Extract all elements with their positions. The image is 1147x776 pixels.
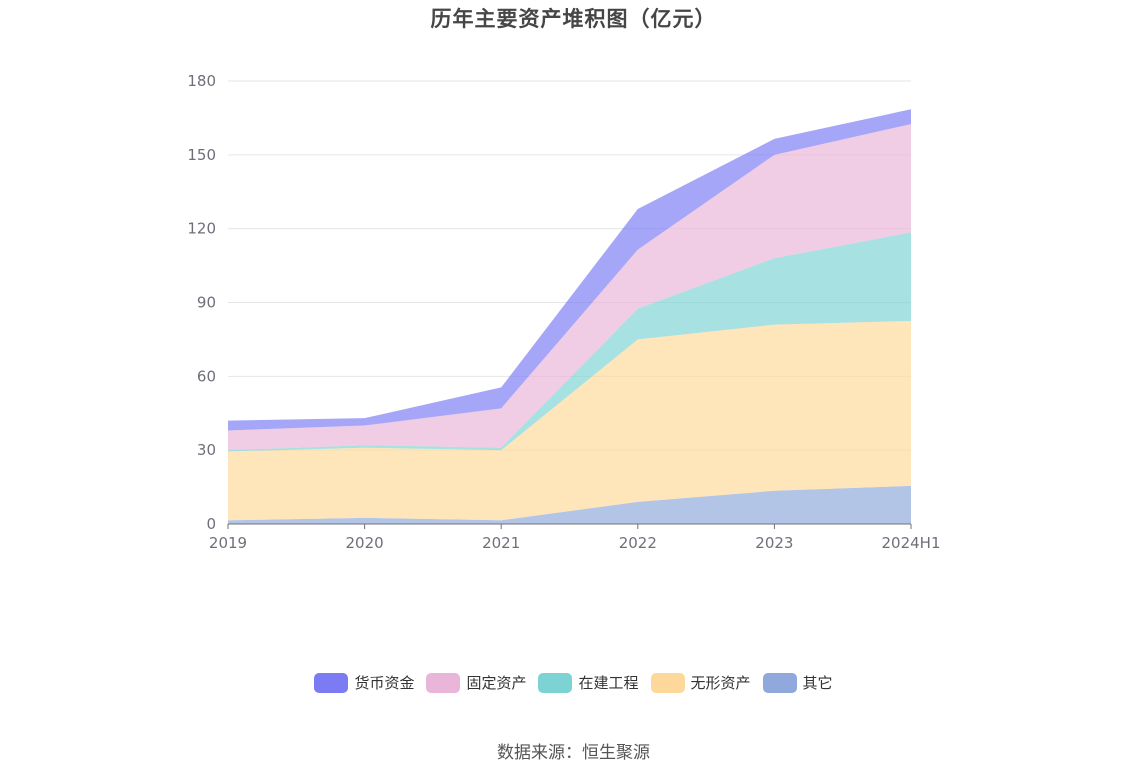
legend-item-3[interactable]: 固定资产 — [426, 672, 526, 693]
y-tick-label: 120 — [187, 220, 216, 238]
axes — [227, 523, 912, 529]
x-tick-label: 2023 — [755, 534, 793, 552]
x-tick-label: 2020 — [346, 534, 384, 552]
legend-swatch — [762, 672, 797, 693]
y-tick-label: 150 — [187, 146, 216, 164]
area-series — [228, 109, 911, 524]
legend-swatch — [426, 672, 461, 693]
legend-label: 固定资产 — [466, 674, 527, 692]
area-series-3 — [228, 124, 911, 451]
y-tick-label: 0 — [206, 515, 216, 533]
x-tick-label: 2024H1 — [882, 534, 941, 552]
chart-title: 历年主要资产堆积图（亿元） — [430, 7, 717, 31]
legend-label: 其它 — [802, 674, 833, 692]
y-tick-label: 90 — [197, 294, 216, 312]
legend-label: 无形资产 — [690, 674, 751, 692]
legend-item-4[interactable]: 货币资金 — [314, 672, 414, 693]
data-source: 数据来源：恒生聚源 — [497, 743, 650, 763]
x-tick-label: 2022 — [619, 534, 657, 552]
area-series-0 — [228, 485, 911, 524]
legend-label: 在建工程 — [578, 674, 639, 692]
area-series-1 — [228, 320, 911, 521]
legend-swatch — [538, 672, 573, 693]
legend-item-0[interactable]: 其它 — [762, 672, 833, 693]
x-tick-label: 2021 — [482, 534, 520, 552]
area-series-2 — [228, 232, 911, 452]
legend-swatch — [650, 672, 685, 693]
legend-item-1[interactable]: 无形资产 — [650, 672, 751, 693]
x-tick-label: 2019 — [209, 534, 247, 552]
y-tick-label: 180 — [187, 72, 216, 90]
legend-label: 货币资金 — [354, 674, 415, 692]
legend: 货币资金 固定资产 在建工程 无形资产 其它 — [0, 672, 1147, 693]
legend-swatch — [314, 672, 349, 693]
tick-labels: 0 30 60 90 120 150 180 2019 2020 2021 2022 2023 2024… — [187, 72, 940, 552]
y-tick-label: 60 — [197, 367, 216, 385]
y-tick-label: 30 — [197, 441, 216, 459]
legend-item-2[interactable]: 在建工程 — [538, 672, 639, 693]
